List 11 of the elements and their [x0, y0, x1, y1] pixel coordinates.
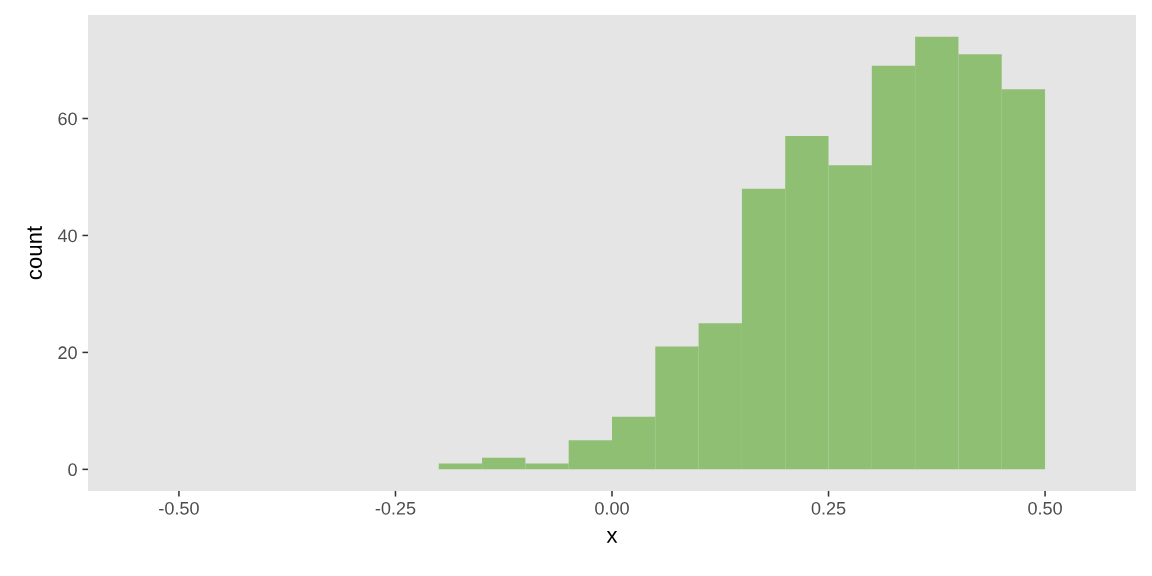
x-axis-title: x	[606, 530, 618, 543]
y-tick-label: 60	[58, 112, 77, 126]
y-tick-label: 0	[68, 463, 77, 477]
x-tick-label: -0.25	[375, 501, 416, 515]
x-tick-label: -0.50	[159, 501, 199, 515]
x-tick-label: 0.00	[595, 501, 629, 515]
x-tick-label: 0.50	[1028, 501, 1062, 515]
y-tick-label: 20	[58, 346, 77, 360]
y-tick-label: 40	[57, 229, 77, 243]
x-tick-label: 0.25	[811, 501, 846, 515]
y-axis-title: count	[27, 225, 42, 280]
